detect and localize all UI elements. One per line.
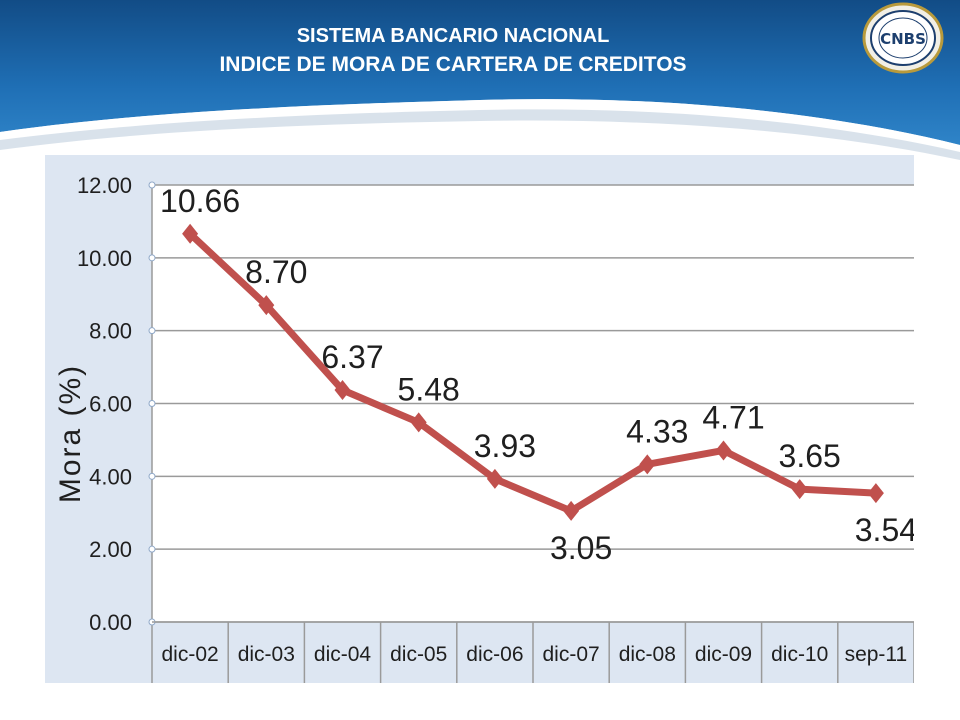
y-tick-marker <box>148 181 156 189</box>
y-axis-label: Mora (%) <box>54 364 87 503</box>
data-label: 3.05 <box>550 530 612 566</box>
data-label: 4.33 <box>626 413 688 449</box>
data-point <box>639 454 656 475</box>
series-mora <box>182 223 884 521</box>
title-line-2: INDICE DE MORA DE CARTERA DE CREDITOS <box>219 53 687 76</box>
y-tick-label: 4.00 <box>89 464 132 489</box>
y-tick-marker <box>148 545 156 553</box>
data-point <box>715 440 732 461</box>
data-label: 8.70 <box>245 254 307 290</box>
data-point <box>334 380 351 401</box>
y-tick-label: 6.00 <box>89 392 132 417</box>
x-tick-label: dic-02 <box>161 643 218 666</box>
y-tick-label: 12.00 <box>77 173 132 198</box>
x-tick-label: dic-06 <box>466 643 523 666</box>
data-point <box>182 223 199 244</box>
data-point <box>486 468 503 489</box>
x-tick-label: dic-10 <box>771 643 828 666</box>
x-tick-label: dic-07 <box>542 643 599 666</box>
data-label: 3.65 <box>779 438 841 474</box>
y-tick-marker <box>148 400 156 407</box>
x-tick-label: sep-11 <box>845 643 908 666</box>
x-axis-categories: dic-02 dic-03 dic-04 dic-05 dic-06 dic-07 dic-… <box>152 621 914 683</box>
header-banner <box>0 0 960 160</box>
x-tick-label: dic-08 <box>619 643 676 666</box>
data-point <box>563 500 580 521</box>
data-label: 3.54 <box>855 512 914 548</box>
series-line <box>186 230 880 515</box>
y-tick-marker <box>148 254 156 262</box>
cnbs-logo: CNBS <box>862 2 944 74</box>
title-line-1: SISTEMA BANCARIO NACIONAL <box>296 25 610 47</box>
data-label: 10.66 <box>160 183 240 219</box>
y-axis-ticks: 0.00 2.00 4.00 6.00 8.00 10.00 12.00 <box>77 173 156 635</box>
x-tick-label: dic-09 <box>695 643 752 666</box>
y-tick-label: 0.00 <box>89 610 132 635</box>
data-label: 3.93 <box>474 428 536 464</box>
data-point <box>867 483 884 504</box>
y-tick-marker <box>148 472 156 480</box>
data-label: 4.71 <box>702 399 764 435</box>
data-label: 5.48 <box>398 371 460 407</box>
data-labels: 10.668.70 6.37 5.48 3.93 3.05 4.33 4.71 3.65 3.5… <box>160 183 914 566</box>
data-point <box>791 479 808 500</box>
logo-text: CNBS <box>880 30 926 48</box>
y-tick-label: 2.00 <box>89 537 132 562</box>
x-tick-label: dic-03 <box>238 643 295 666</box>
data-label: 6.37 <box>321 339 383 375</box>
x-tick-label: dic-05 <box>390 643 447 666</box>
data-point <box>258 295 275 316</box>
y-tick-label: 10.00 <box>77 246 132 271</box>
page-title: SISTEMA BANCARIO NACIONAL INDICE DE MORA… <box>0 22 906 80</box>
mora-line-chart: 0.00 2.00 4.00 6.00 8.00 10.00 12.00 dic-02 dic… <box>45 155 914 683</box>
y-tick-label: 8.00 <box>89 319 132 344</box>
data-point <box>410 412 427 433</box>
x-tick-label: dic-04 <box>314 643 372 666</box>
y-tick-marker <box>148 327 156 335</box>
